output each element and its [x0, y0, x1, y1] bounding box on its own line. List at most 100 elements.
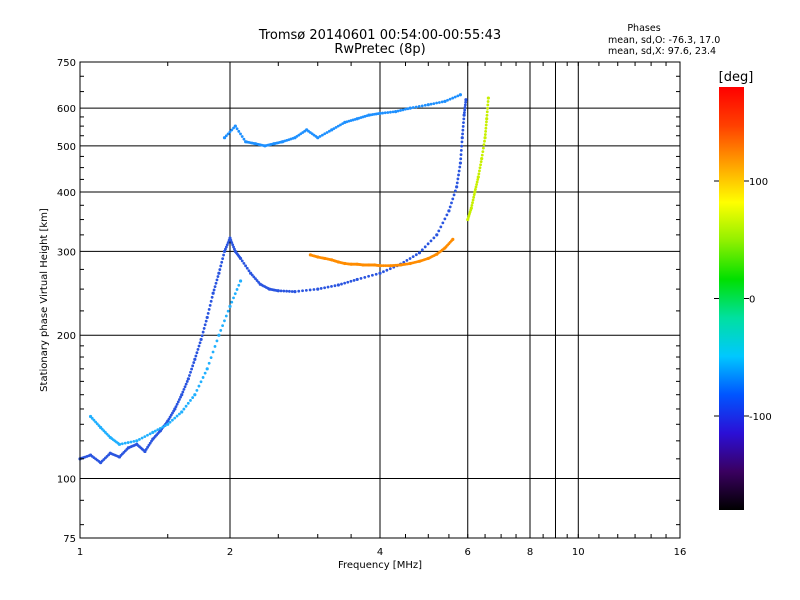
data-point [462, 117, 466, 121]
data-point [138, 438, 141, 441]
x-tick-label: 16 [674, 547, 687, 558]
data-point [323, 132, 327, 136]
data-point [240, 259, 244, 263]
data-point [388, 267, 392, 271]
data-point [217, 271, 221, 275]
data-point [237, 283, 241, 287]
data-point [352, 278, 356, 282]
data-point [189, 370, 192, 374]
data-point [225, 243, 229, 247]
data-point [330, 128, 334, 132]
x-tick-label: 6 [465, 547, 471, 558]
data-point [308, 288, 312, 292]
data-point [185, 380, 189, 383]
x-tick-label: 10 [572, 547, 585, 558]
data-point [230, 241, 234, 244]
data-point [173, 416, 177, 420]
data-point [464, 100, 468, 104]
data-point [451, 96, 455, 100]
data-point [213, 345, 217, 348]
data-point [440, 100, 444, 104]
data-point [232, 296, 235, 300]
data-point [135, 439, 139, 443]
data-point [382, 270, 385, 274]
x-tick-label: 4 [377, 547, 383, 558]
data-point [228, 130, 232, 134]
colorbar-tick-label: 100 [749, 177, 768, 188]
grid-lines [80, 62, 680, 538]
data-point [207, 307, 211, 311]
data-point [459, 157, 463, 161]
data-point [180, 393, 184, 397]
data-point [332, 127, 336, 131]
data-point [210, 295, 214, 299]
data-point [320, 133, 324, 137]
data-point [148, 432, 152, 436]
data-point [217, 333, 221, 337]
data-point [191, 364, 195, 368]
data-point [479, 160, 483, 164]
data-point [193, 357, 197, 361]
data-point [301, 289, 304, 293]
data-point [290, 290, 294, 293]
data-point [429, 102, 433, 106]
data-point [374, 272, 378, 276]
data-point [293, 290, 297, 294]
data-point [459, 148, 463, 152]
phase-info-x: mean, sd,X: 97.6, 23.4 [608, 46, 716, 57]
data-point [435, 101, 439, 105]
data-point [456, 94, 460, 98]
data-point [378, 271, 382, 275]
data-point [204, 319, 208, 323]
data-point [446, 98, 449, 102]
x-tick-label: 8 [527, 547, 533, 558]
data-point [168, 415, 172, 419]
data-point [169, 413, 173, 417]
data-point [439, 225, 443, 229]
data-point [327, 129, 331, 133]
data-point [146, 433, 149, 437]
data-point [411, 255, 415, 259]
data-point [478, 166, 482, 170]
data-point [340, 282, 343, 286]
data-point [182, 388, 186, 391]
data-point [219, 264, 223, 268]
trace-series [222, 93, 463, 148]
data-point [282, 289, 286, 293]
data-point [432, 236, 436, 240]
data-point [226, 132, 230, 136]
data-point [385, 268, 389, 272]
data-point [330, 284, 333, 288]
data-point [462, 113, 466, 117]
data-point [200, 334, 204, 338]
data-point [405, 259, 409, 262]
data-point [177, 412, 181, 416]
data-point [423, 103, 427, 107]
data-point [323, 286, 327, 290]
data-point [192, 361, 196, 364]
data-point [92, 418, 96, 422]
data-point [455, 185, 459, 189]
data-point [484, 126, 488, 130]
data-point [459, 153, 463, 157]
data-point [94, 420, 97, 424]
data-point [475, 180, 479, 184]
data-point [182, 407, 186, 411]
data-point [485, 120, 488, 124]
data-point [486, 96, 490, 100]
y-tick-label: 100 [57, 475, 76, 486]
data-point [151, 430, 155, 434]
data-point [451, 197, 455, 201]
y-tick-label: 500 [57, 142, 76, 153]
data-point [129, 440, 133, 444]
data-point [346, 280, 350, 284]
y-tick-label: 600 [57, 104, 76, 115]
data-point [474, 188, 477, 191]
data-point [223, 319, 226, 323]
data-point [224, 314, 228, 318]
data-point [403, 107, 407, 111]
data-point [176, 400, 180, 404]
data-point [304, 288, 308, 292]
data-point [179, 395, 182, 399]
data-point [452, 193, 456, 197]
